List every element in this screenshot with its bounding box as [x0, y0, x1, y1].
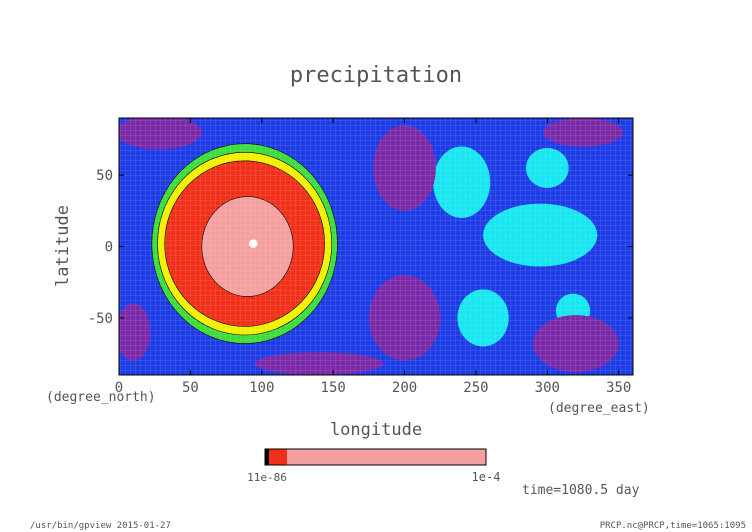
- x-axis-ticks: 0 50 100 150 200 250 300 350: [115, 118, 631, 396]
- colorbar-label-high: 1e-4: [472, 470, 501, 484]
- x-unit-label: (degree_east): [548, 401, 650, 416]
- chart-title: precipitation: [290, 63, 462, 88]
- x-tick-label: 250: [463, 380, 488, 396]
- colorbar: 11e-86 1e-4: [247, 448, 501, 484]
- footer-left: /usr/bin/gpview 2015-01-27: [30, 521, 171, 531]
- colorbar-swatch-pink: [287, 449, 486, 465]
- time-annotation: time=1080.5 day: [522, 483, 640, 498]
- footer-right: PRCP.nc@PRCP,time=1065:1095: [600, 521, 746, 531]
- colorbar-swatch-red: [269, 449, 287, 465]
- y-axis-ticks: 50 0 -50: [88, 168, 633, 327]
- colorbar-swatch-low: [265, 449, 269, 465]
- colorbar-label-low: 11e-86: [247, 471, 287, 484]
- x-tick-label: 50: [182, 380, 199, 396]
- y-tick-label: -50: [88, 311, 113, 327]
- x-tick-label: 200: [392, 380, 417, 396]
- x-tick-label: 350: [606, 380, 631, 396]
- y-unit-label: (degree_north): [46, 390, 156, 405]
- x-tick-label: 150: [321, 380, 346, 396]
- y-axis-label: latitude: [53, 205, 73, 287]
- x-tick-label: 0: [115, 380, 123, 396]
- x-axis-label: longitude: [330, 420, 422, 440]
- y-tick-label: 0: [105, 240, 113, 256]
- y-tick-label: 50: [96, 168, 113, 184]
- colorbar-frame: [264, 448, 487, 466]
- plot-area: [119, 118, 633, 375]
- x-tick-label: 100: [249, 380, 274, 396]
- x-tick-label: 300: [535, 380, 560, 396]
- grid-overlay: [119, 118, 633, 375]
